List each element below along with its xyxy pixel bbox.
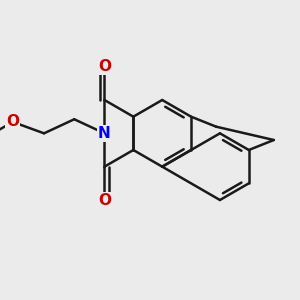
Text: O: O	[6, 114, 19, 129]
Text: O: O	[98, 193, 111, 208]
Text: N: N	[98, 126, 111, 141]
Text: O: O	[98, 59, 111, 74]
